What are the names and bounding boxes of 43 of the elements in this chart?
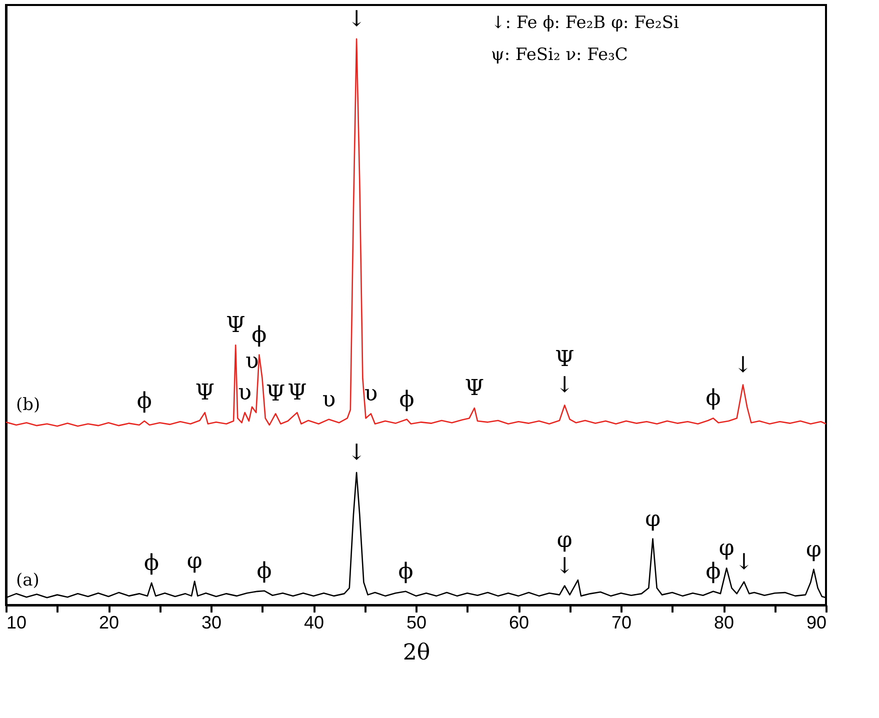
x-tick-label: 10 — [6, 612, 27, 632]
annotation: φ — [718, 536, 734, 562]
annotation: ϕ — [136, 389, 152, 414]
x-tick-label: 40 — [304, 612, 324, 632]
annotation: ϕ — [144, 550, 160, 576]
annotation: υ — [238, 380, 252, 406]
annotation: υ — [322, 387, 336, 412]
annotation: Ψ — [287, 380, 307, 406]
annotation: ψ: FeSi₂ ν: Fe₃C — [491, 45, 628, 65]
x-axis-title: 2θ — [402, 640, 430, 666]
annotation: ↓ — [734, 352, 752, 378]
annotation: ϕ — [706, 386, 721, 412]
text: ↓: Fe ϕ: Fe₂B φ: Fe₂Si — [491, 13, 680, 33]
x-tick-label: 20 — [98, 612, 120, 632]
annotation: Ψ — [464, 376, 484, 402]
x-tick-label: 80 — [714, 612, 734, 632]
x-tick-label: 90 — [806, 612, 826, 632]
annotation: φ — [186, 549, 202, 574]
x-tick-label: 30 — [201, 612, 222, 632]
annotation: ϕ — [256, 558, 272, 584]
annotation: ↓ — [347, 6, 366, 32]
annotation: ↓ — [734, 550, 754, 575]
annotation: ϕ — [399, 387, 414, 412]
annotation: υ — [245, 348, 259, 374]
annotation: υ — [364, 382, 378, 407]
annotation: ↓ — [555, 554, 574, 579]
annotation: φ — [645, 506, 660, 532]
x-tick-label: 50 — [406, 612, 427, 632]
annotation: Ψ — [226, 313, 246, 338]
series-label: (a) — [16, 570, 40, 591]
annotation: Ψ — [195, 380, 214, 406]
annotation: φ — [806, 537, 822, 562]
annotation: ϕ — [398, 559, 414, 584]
annotation: φ — [556, 528, 572, 553]
annotation: ϕ — [706, 559, 721, 584]
x-tick-label: 70 — [611, 612, 632, 632]
series-label: (b) — [16, 395, 40, 416]
x-tick-label: 60 — [508, 612, 530, 632]
annotation: Ψ — [266, 382, 286, 407]
annotation: Ψ — [554, 347, 574, 372]
annotation: ↓ — [347, 440, 366, 466]
annotation: ϕ — [252, 322, 267, 348]
annotation: ↓ — [555, 373, 574, 398]
